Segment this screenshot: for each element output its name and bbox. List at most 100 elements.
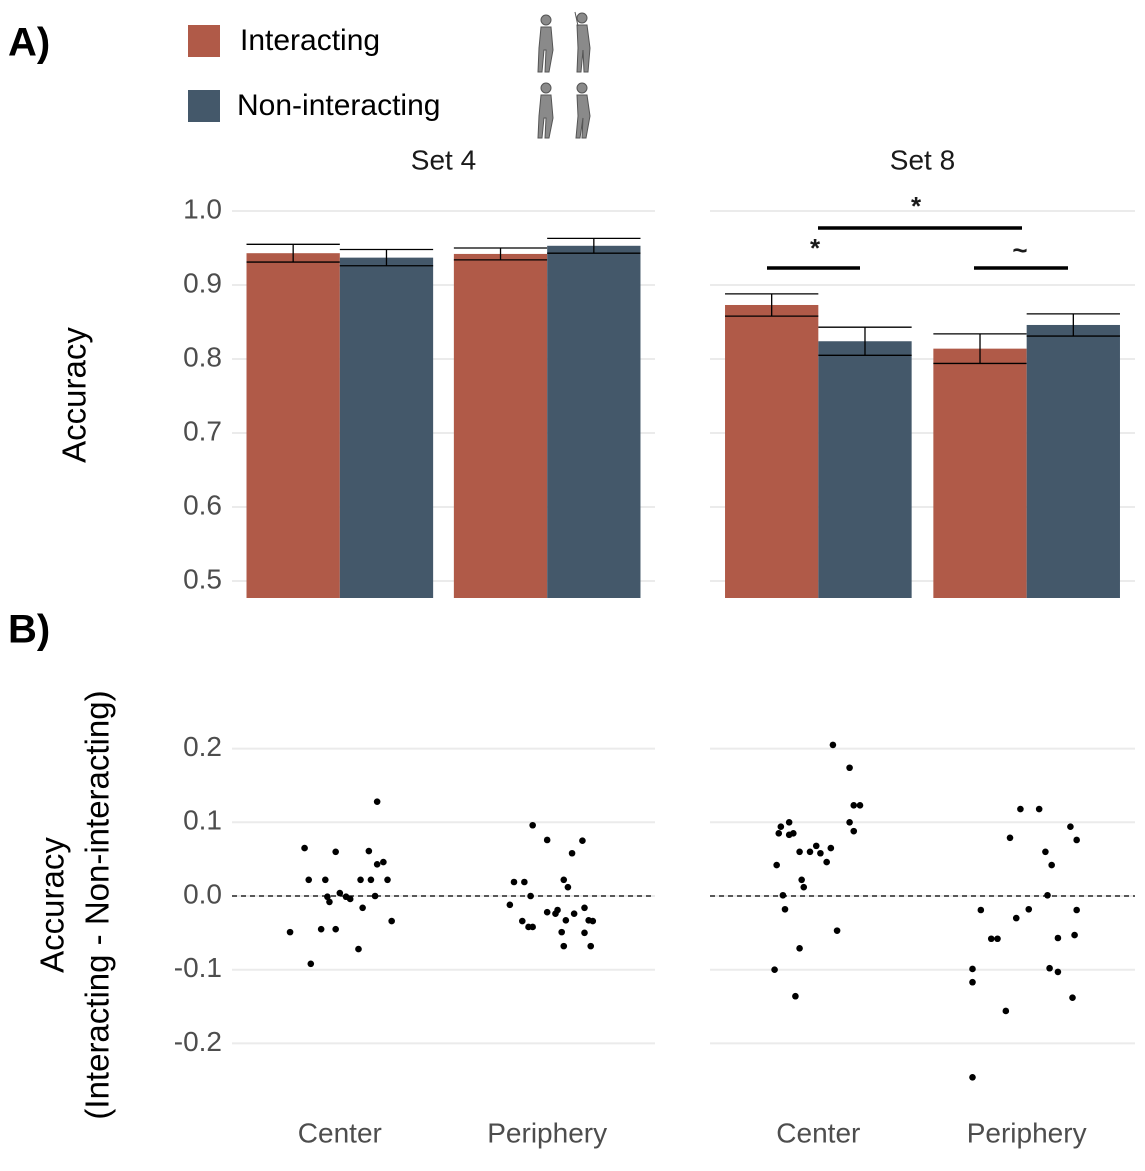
legend-swatch <box>188 90 220 122</box>
point <box>336 889 344 897</box>
point <box>568 849 576 857</box>
x-tick-label: Center <box>776 1117 860 1148</box>
point <box>558 928 565 936</box>
point <box>543 836 551 844</box>
point <box>322 876 329 884</box>
error-bar <box>933 333 1027 365</box>
significance-label: * <box>810 233 821 263</box>
point <box>1069 994 1076 1002</box>
point <box>373 861 381 868</box>
point <box>1073 836 1080 844</box>
point <box>286 928 294 936</box>
point <box>510 878 518 886</box>
point <box>777 823 785 831</box>
point <box>1054 934 1062 942</box>
point <box>829 741 837 749</box>
figure-icons <box>537 11 591 139</box>
y-axis-title: Accuracy <box>34 837 71 973</box>
point <box>543 908 551 916</box>
point <box>581 929 588 937</box>
point <box>365 847 373 855</box>
point <box>806 848 814 856</box>
point <box>332 925 339 933</box>
point <box>994 935 1001 943</box>
panel-label: A) <box>8 21 50 65</box>
x-tick-label: Center <box>298 1117 382 1148</box>
point <box>1046 964 1053 972</box>
point <box>1006 834 1014 842</box>
point <box>579 837 586 845</box>
bar <box>818 341 912 598</box>
point <box>371 892 379 900</box>
point <box>570 910 578 917</box>
point <box>1054 968 1062 976</box>
bar <box>725 304 819 598</box>
y-tick-label: 0.7 <box>183 415 222 446</box>
point <box>346 895 354 903</box>
point <box>518 917 526 925</box>
point <box>846 818 853 826</box>
point <box>969 965 976 973</box>
point <box>1067 823 1074 831</box>
point <box>969 978 976 986</box>
point <box>771 966 778 974</box>
significance-label: ~ <box>1012 235 1027 265</box>
y-tick-label: 0.6 <box>183 489 222 520</box>
legend-swatch <box>188 25 220 57</box>
point <box>506 901 514 909</box>
error-bar <box>547 237 641 254</box>
point <box>773 861 780 869</box>
point <box>373 798 381 805</box>
significance-label: * <box>911 191 922 221</box>
facet-label: Set 4 <box>411 144 476 175</box>
point <box>554 906 561 914</box>
point <box>1042 848 1049 856</box>
point <box>380 858 387 866</box>
point <box>367 876 375 884</box>
point <box>324 893 331 901</box>
point <box>581 904 588 912</box>
point <box>792 992 799 1000</box>
point <box>521 878 528 886</box>
point <box>823 858 830 866</box>
y-tick-label: 0.5 <box>183 563 222 594</box>
point <box>781 905 789 913</box>
point <box>856 802 864 809</box>
point <box>987 935 995 943</box>
point <box>1035 805 1043 813</box>
bar <box>339 257 434 598</box>
y-axis-title: Accuracy <box>56 327 93 463</box>
y-axis-title: (Interacting - Non-interacting) <box>79 690 116 1119</box>
point <box>564 883 572 891</box>
point <box>332 848 339 856</box>
point <box>562 917 570 924</box>
point <box>796 848 803 856</box>
point <box>388 917 395 925</box>
bar <box>453 253 548 598</box>
point <box>850 802 858 809</box>
legend-label: Non-interacting <box>237 89 440 122</box>
point <box>790 830 797 837</box>
error-bar <box>246 243 340 263</box>
y-tick-label: 0.1 <box>183 805 222 836</box>
panel-label: B) <box>8 608 50 652</box>
error-bar <box>339 248 434 267</box>
point <box>1044 891 1051 899</box>
bar <box>1026 324 1120 598</box>
x-tick-label: Periphery <box>967 1117 1087 1148</box>
point <box>798 876 805 884</box>
point <box>589 917 597 925</box>
bar <box>246 253 340 598</box>
point <box>587 942 595 950</box>
point <box>560 942 568 950</box>
y-tick-label: 1.0 <box>183 193 222 224</box>
bar <box>547 245 641 599</box>
point <box>326 898 333 906</box>
point <box>775 830 783 837</box>
point <box>846 764 853 772</box>
point <box>1048 861 1055 869</box>
point <box>305 876 313 884</box>
point <box>317 925 325 933</box>
point <box>529 923 536 931</box>
